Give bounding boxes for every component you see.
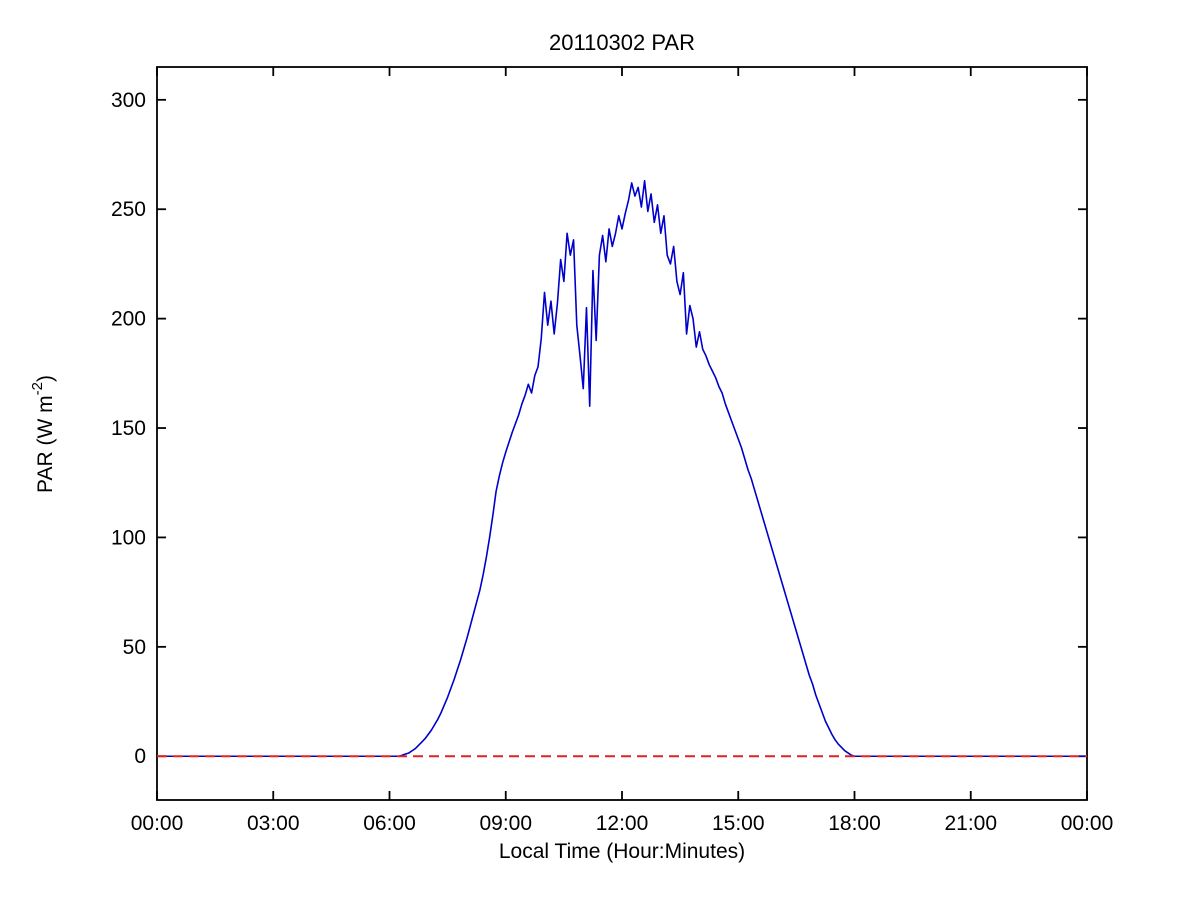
x-tick-label: 12:00 <box>596 812 649 835</box>
y-tick-label: 300 <box>111 89 146 112</box>
y-axis-label-suffix: ) <box>34 375 57 382</box>
x-tick-label: 15:00 <box>712 812 765 835</box>
x-tick-label: 00:00 <box>131 812 184 835</box>
x-tick-label: 21:00 <box>944 812 997 835</box>
y-tick-label: 250 <box>111 198 146 221</box>
axes-box <box>156 66 1088 801</box>
chart-title: 20110302 PAR <box>549 30 695 55</box>
plot-box <box>156 66 1088 801</box>
y-tick-label: 50 <box>123 636 146 659</box>
y-axis-label: PAR (W m-2) <box>29 375 57 493</box>
x-tick-label: 03:00 <box>247 812 300 835</box>
y-tick-label: 100 <box>111 526 146 549</box>
x-tick-label: 09:00 <box>479 812 532 835</box>
y-axis-label-superscript: -2 <box>29 382 46 395</box>
y-tick-label: 200 <box>111 308 146 331</box>
tick-labels: 00:00 03:00 06:00 09:00 12:00 15:00 18:00 21:00… <box>111 89 1113 835</box>
y-axis-label-prefix: PAR (W m <box>34 395 57 493</box>
x-tick-label: 06:00 <box>363 812 416 835</box>
x-tick-label: 00:00 <box>1061 812 1114 835</box>
y-tick-label: 0 <box>134 745 146 768</box>
par-line-series <box>157 179 1087 758</box>
x-axis-label: Local Time (Hour:Minutes) <box>499 840 745 863</box>
data-series <box>157 179 1087 758</box>
x-tick-label: 18:00 <box>828 812 881 835</box>
y-tick-label: 150 <box>111 417 146 440</box>
